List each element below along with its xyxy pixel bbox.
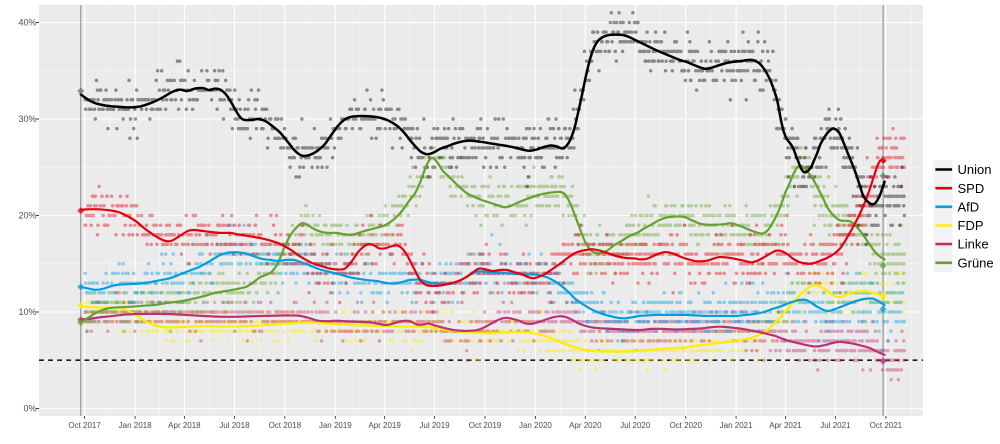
svg-text:Jul 2021: Jul 2021 [820,421,851,430]
svg-text:Oct 2021: Oct 2021 [870,421,903,430]
svg-text:Oct 2018: Oct 2018 [269,421,302,430]
svg-text:AfD: AfD [958,199,980,214]
svg-text:Oct 2020: Oct 2020 [669,421,702,430]
svg-text:40%: 40% [18,18,36,28]
svg-text:Jul 2020: Jul 2020 [620,421,651,430]
svg-text:Grüne: Grüne [958,255,994,270]
svg-text:10%: 10% [18,307,36,317]
svg-text:Oct 2019: Oct 2019 [469,421,502,430]
svg-text:Jan 2020: Jan 2020 [519,421,552,430]
svg-text:Jul 2018: Jul 2018 [219,421,250,430]
svg-text:SPD: SPD [958,181,985,196]
svg-text:0%: 0% [23,404,36,414]
svg-text:30%: 30% [18,114,36,124]
svg-text:Oct 2017: Oct 2017 [68,421,101,430]
svg-text:FDP: FDP [958,218,984,233]
svg-text:Apr 2021: Apr 2021 [769,421,802,430]
svg-text:20%: 20% [18,211,36,221]
svg-text:Apr 2020: Apr 2020 [569,421,602,430]
svg-text:Union: Union [958,162,992,177]
svg-text:Jul 2019: Jul 2019 [419,421,450,430]
svg-text:Jan 2021: Jan 2021 [720,421,753,430]
svg-text:Jan 2019: Jan 2019 [319,421,352,430]
svg-text:Apr 2019: Apr 2019 [368,421,401,430]
svg-text:Apr 2018: Apr 2018 [168,421,201,430]
svg-text:Linke: Linke [958,237,989,252]
svg-text:Jan 2018: Jan 2018 [119,421,152,430]
